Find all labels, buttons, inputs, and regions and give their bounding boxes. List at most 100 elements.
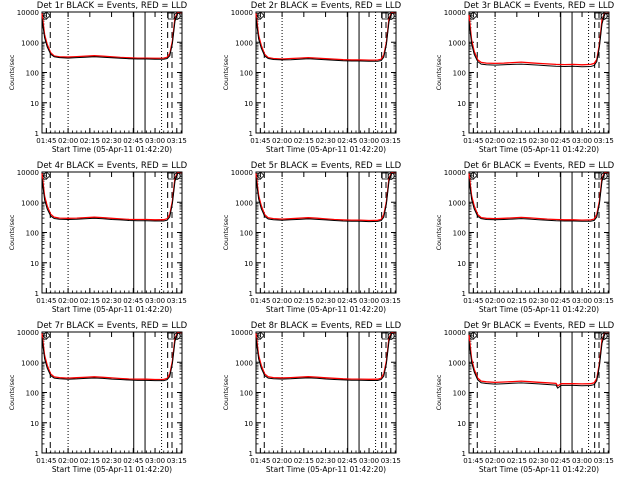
marker-circle	[173, 172, 181, 180]
x-tick-label: 02:15	[294, 137, 314, 145]
series-lld-line	[255, 172, 396, 222]
y-tick-label: 1	[249, 130, 253, 138]
panel-title: Det 6r BLACK = Events, RED = LLD	[464, 161, 615, 171]
x-axis-label: Start Time (05-Apr-11 01:42:20)	[52, 465, 172, 474]
marker-label-right: S	[389, 15, 393, 22]
x-tick-label: 02:15	[507, 297, 527, 305]
y-axis-label: Counts/sec	[435, 374, 443, 410]
marker-square	[594, 332, 602, 340]
panel-title: Det 8r BLACK = Events, RED = LLD	[251, 321, 402, 331]
marker-circle	[600, 12, 608, 20]
marker-label-right: S	[389, 335, 393, 342]
y-tick-label: 1	[462, 290, 466, 298]
series-lld-line	[468, 332, 609, 387]
x-tick-label: 02:30	[528, 137, 548, 145]
x-tick-label: 03:15	[381, 137, 401, 145]
y-tick-label: 10	[244, 260, 253, 268]
x-tick-label: 02:30	[315, 297, 335, 305]
x-tick-label: 03:00	[359, 297, 379, 305]
series-events-line	[255, 332, 396, 381]
y-tick-label: 10	[30, 100, 39, 108]
x-tick-label: 02:30	[315, 457, 335, 465]
y-axis-label: Counts/sec	[435, 214, 443, 250]
y-tick-label: 1000	[235, 199, 253, 207]
x-tick-label: 02:45	[123, 457, 143, 465]
x-tick-label: 03:15	[594, 297, 614, 305]
x-tick-label: 01:45	[250, 137, 270, 145]
y-tick-label: 100	[240, 390, 253, 398]
x-tick-label: 02:15	[80, 137, 100, 145]
marker-circle	[600, 172, 608, 180]
y-axis-label: Counts/sec	[435, 54, 443, 90]
x-tick-label: 02:30	[528, 457, 548, 465]
marker-diamond	[256, 331, 265, 340]
marker-circle	[387, 12, 395, 20]
y-tick-label: 10000	[231, 169, 253, 177]
y-tick-label: 10	[244, 420, 253, 428]
y-tick-label: 1	[462, 130, 466, 138]
panel-2: Det 2r BLACK = Events, RED = LLD 1 10 100 10…	[222, 1, 402, 154]
x-tick-label: 02:00	[272, 137, 292, 145]
x-tick-label: 03:15	[381, 297, 401, 305]
y-axis-label: Counts/sec	[222, 54, 230, 90]
y-tick-label: 100	[240, 230, 253, 238]
x-tick-label: 02:15	[507, 137, 527, 145]
x-tick-label: 03:00	[145, 297, 165, 305]
panel-title: Det 4r BLACK = Events, RED = LLD	[37, 161, 188, 171]
x-tick-label: 02:00	[485, 457, 505, 465]
y-tick-label: 10	[244, 100, 253, 108]
marker-label-right: S	[175, 175, 179, 182]
marker-label-left: D	[257, 15, 262, 22]
marker-square	[167, 172, 175, 180]
y-tick-label: 1	[249, 290, 253, 298]
x-tick-label: 02:30	[101, 137, 121, 145]
marker-square	[594, 172, 602, 180]
x-axis-label: Start Time (05-Apr-11 01:42:20)	[52, 305, 172, 314]
marker-label-right: S	[602, 15, 606, 22]
x-tick-label: 02:30	[101, 457, 121, 465]
y-tick-label: 10000	[444, 9, 466, 17]
marker-label-left: D	[43, 335, 48, 342]
x-tick-label: 02:00	[58, 137, 78, 145]
y-axis-label: Counts/sec	[8, 374, 16, 410]
marker-diamond	[42, 11, 51, 20]
panel-8: Det 8r BLACK = Events, RED = LLD 1 10 100 10…	[222, 321, 402, 474]
y-tick-label: 1000	[21, 359, 39, 367]
x-tick-label: 02:00	[485, 297, 505, 305]
x-tick-label: 03:00	[572, 297, 592, 305]
panel-9: Det 9r BLACK = Events, RED = LLD 1 10 100 10…	[435, 321, 615, 474]
panel-title: Det 2r BLACK = Events, RED = LLD	[251, 1, 402, 11]
x-tick-label: 01:45	[463, 297, 483, 305]
y-tick-label: 10000	[17, 169, 39, 177]
x-tick-label: 02:30	[101, 297, 121, 305]
marker-label-left: D	[470, 175, 475, 182]
y-tick-label: 1000	[21, 199, 39, 207]
x-tick-label: 03:15	[167, 297, 187, 305]
marker-diamond	[256, 11, 265, 20]
marker-square	[594, 12, 602, 20]
marker-square	[381, 172, 389, 180]
x-tick-label: 02:45	[337, 457, 357, 465]
marker-square	[167, 12, 175, 20]
marker-diamond	[469, 171, 478, 180]
x-tick-label: 01:45	[463, 137, 483, 145]
x-axis-label: Start Time (05-Apr-11 01:42:20)	[52, 145, 172, 154]
marker-diamond	[42, 331, 51, 340]
plot-frame	[468, 171, 610, 294]
y-tick-label: 100	[26, 70, 39, 78]
y-tick-label: 10000	[444, 329, 466, 337]
y-tick-label: 1	[249, 450, 253, 458]
series-lld-line	[255, 12, 396, 61]
x-tick-label: 03:15	[167, 137, 187, 145]
x-tick-label: 03:15	[381, 457, 401, 465]
y-tick-label: 1000	[235, 39, 253, 47]
series-lld-line	[41, 332, 182, 381]
x-tick-label: 02:15	[80, 457, 100, 465]
series-events-line	[255, 172, 396, 223]
x-tick-label: 02:15	[294, 457, 314, 465]
marker-label-left: D	[470, 335, 475, 342]
y-axis-label: Counts/sec	[222, 374, 230, 410]
x-tick-label: 01:45	[250, 297, 270, 305]
marker-circle	[387, 332, 395, 340]
x-tick-label: 02:00	[272, 297, 292, 305]
